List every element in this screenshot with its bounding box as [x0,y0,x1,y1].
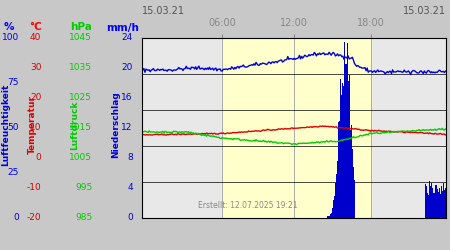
Bar [439,188,440,218]
Bar [428,194,429,218]
Text: 1045: 1045 [69,33,92,42]
Text: 1015: 1015 [69,123,92,132]
Bar [352,149,353,218]
Bar [349,75,350,218]
Bar [429,181,430,218]
Text: 985: 985 [75,213,92,222]
Text: 50: 50 [7,123,19,132]
Text: 16: 16 [121,93,133,102]
Text: 995: 995 [75,183,92,192]
Bar [333,200,334,218]
Text: °C: °C [29,22,42,32]
Text: -10: -10 [27,183,41,192]
Text: 0: 0 [13,213,19,222]
Bar [337,161,338,218]
Text: 0: 0 [127,213,133,222]
Text: mm/h: mm/h [106,22,139,32]
Text: 40: 40 [30,33,41,42]
Bar [437,192,439,218]
Bar [347,81,349,217]
Bar [339,121,340,218]
Bar [442,191,443,218]
Text: 20: 20 [122,63,133,72]
Bar [426,186,427,218]
Text: 15.03.21: 15.03.21 [402,6,446,16]
Bar [427,193,428,218]
Bar [432,188,433,218]
Text: 15.03.21: 15.03.21 [142,6,185,16]
Text: 10: 10 [30,123,41,132]
Bar [222,38,371,218]
Bar [343,86,344,218]
Bar [350,130,351,218]
Bar [425,184,426,218]
Text: Luftfeuchtigkeit: Luftfeuchtigkeit [1,84,10,166]
Bar [351,125,352,218]
Bar [340,79,341,217]
Bar [443,183,444,218]
Bar [430,186,431,218]
Text: %: % [4,22,18,32]
Text: Luftdruck: Luftdruck [70,100,79,150]
Bar [441,186,442,218]
Bar [346,43,347,218]
Bar [341,94,342,218]
Bar [354,180,355,218]
Text: 20: 20 [30,93,41,102]
Text: 12: 12 [122,123,133,132]
Text: 1005: 1005 [69,153,92,162]
Bar [335,183,336,218]
Text: Niederschlag: Niederschlag [112,92,121,158]
Bar [433,193,434,218]
Text: 1025: 1025 [69,93,92,102]
Bar [342,83,343,217]
Bar [329,214,331,218]
Bar [328,216,329,218]
Text: 100: 100 [2,33,19,42]
Text: 25: 25 [8,168,19,177]
Bar [334,196,335,218]
Text: Erstellt: 12.07.2025 19:21: Erstellt: 12.07.2025 19:21 [198,201,298,210]
Bar [440,194,441,218]
Bar [344,42,346,218]
Bar [434,193,436,218]
Text: 30: 30 [30,63,41,72]
Text: Temperatur: Temperatur [28,96,37,154]
Bar [332,208,333,218]
Bar [444,190,445,218]
Bar [353,167,354,218]
Text: 8: 8 [127,153,133,162]
Bar [431,183,432,218]
Text: 75: 75 [7,78,19,87]
Text: 1035: 1035 [69,63,92,72]
Bar [336,174,337,218]
Bar [445,188,446,218]
Text: 24: 24 [122,33,133,42]
Text: 0: 0 [36,153,41,162]
Text: 4: 4 [127,183,133,192]
Bar [338,122,339,218]
Text: hPa: hPa [70,22,92,32]
Text: -20: -20 [27,213,41,222]
Bar [331,213,332,218]
Bar [436,188,437,218]
